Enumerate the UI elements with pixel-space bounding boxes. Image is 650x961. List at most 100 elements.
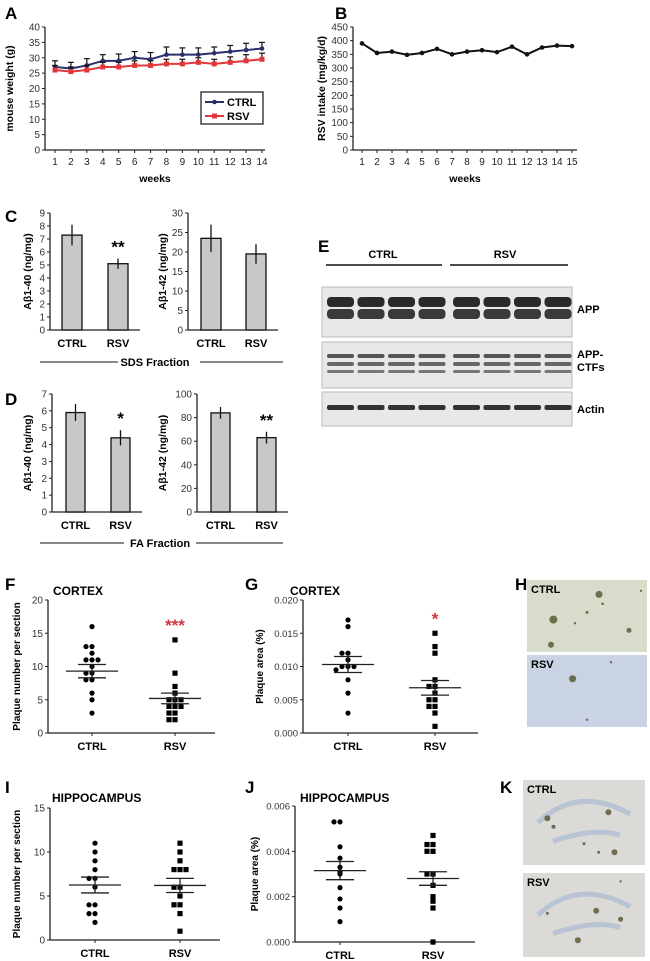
data-point-rsv <box>172 670 178 676</box>
data-point <box>554 43 560 48</box>
blot-band-ctf <box>483 354 511 358</box>
data-point-ctrl <box>92 858 98 864</box>
plaque <box>549 615 558 624</box>
blot-band-app <box>483 309 511 319</box>
x-category-label: RSV <box>107 338 130 350</box>
blot-band-actin <box>544 405 572 410</box>
data-point <box>404 52 410 58</box>
chart-title: CORTEX <box>53 584 103 598</box>
data-point-rsv <box>430 905 436 911</box>
blot-band-actin <box>483 405 511 410</box>
blot-band-app <box>327 309 354 319</box>
data-point <box>163 61 169 67</box>
data-point-ctrl <box>86 911 92 917</box>
data-point-ctrl <box>331 819 337 825</box>
x-tick-label: 12 <box>521 157 533 168</box>
data-point-ctrl <box>86 902 92 908</box>
data-point-rsv <box>432 650 438 656</box>
data-point-rsv <box>171 902 177 908</box>
y-tick-label: 350 <box>331 50 348 61</box>
y-tick-label: 50 <box>337 132 349 143</box>
y-tick-label: 6 <box>41 406 47 417</box>
y-tick-label: 5 <box>41 423 47 434</box>
data-point-ctrl <box>89 624 95 630</box>
x-tick-label: 3 <box>84 157 90 168</box>
y-tick-label: 5 <box>177 306 183 317</box>
blot-band-ctf <box>327 354 354 358</box>
y-tick-label: 100 <box>175 390 192 401</box>
y-tick-label: 0 <box>39 936 45 947</box>
plaque <box>595 590 603 598</box>
data-point-ctrl <box>345 617 351 623</box>
blot-band-ctf <box>327 362 354 366</box>
legend-marker <box>212 99 217 105</box>
data-point <box>494 49 500 55</box>
blot-band-app <box>418 297 446 307</box>
data-point-ctrl <box>92 849 98 855</box>
data-point-ctrl <box>337 819 343 825</box>
blot-band-ctf <box>483 370 511 373</box>
y-tick-label: 30 <box>29 53 41 64</box>
panel-label-G: G <box>245 575 258 594</box>
x-tick-label: 6 <box>132 157 138 168</box>
blot-band-actin <box>327 405 354 410</box>
data-point <box>68 69 74 75</box>
x-tick-label: 9 <box>180 157 186 168</box>
blot-band-app <box>453 309 480 319</box>
blot-row-label-app: APP <box>577 304 600 316</box>
legend-label: RSV <box>227 111 250 123</box>
plaque <box>585 718 589 721</box>
x-tick-label: 8 <box>164 157 170 168</box>
plaque <box>605 809 612 816</box>
fa-fraction-label: FA Fraction <box>130 538 190 550</box>
blot-band-ctf <box>418 354 446 358</box>
x-tick-label: 7 <box>148 157 154 168</box>
x-category-label: RSV <box>164 741 187 753</box>
data-point-ctrl <box>337 919 343 925</box>
blot-band-app <box>453 297 480 307</box>
y-tick-label: 10 <box>34 848 46 859</box>
data-point-ctrl <box>92 911 98 917</box>
dentate-gyrus-outline <box>552 922 621 936</box>
data-point-rsv <box>172 637 178 643</box>
data-point <box>179 61 185 67</box>
blot-band-app <box>483 297 511 307</box>
data-point-rsv <box>432 630 438 636</box>
y-tick-label: 20 <box>181 484 193 495</box>
y-axis-label: Aβ1-42 (ng/mg) <box>157 415 169 491</box>
y-axis-label: Plaque number per section <box>12 810 23 938</box>
data-point-ctrl <box>83 657 89 663</box>
y-tick-label: 2 <box>41 474 47 485</box>
data-point-rsv <box>171 867 177 873</box>
x-category-label: RSV <box>422 950 445 961</box>
y-tick-label: 0 <box>342 146 348 157</box>
blot-row-label-line: APP- <box>577 349 604 361</box>
x-tick-label: 10 <box>491 157 503 168</box>
data-point-ctrl <box>337 844 343 850</box>
y-tick-label: 5 <box>34 130 40 141</box>
data-point <box>259 46 265 51</box>
y-axis-label: Plaque area (%) <box>250 837 261 911</box>
panel-label-K: K <box>500 778 513 797</box>
data-point-ctrl <box>333 667 339 673</box>
blot-band-ctf <box>453 354 480 358</box>
blot-band-ctf <box>388 370 415 373</box>
hippocampus-outline <box>536 891 632 917</box>
plaque <box>545 911 549 915</box>
data-point-ctrl <box>83 670 89 676</box>
data-point-ctrl <box>89 643 95 650</box>
sds-fraction-label: SDS Fraction <box>120 357 189 369</box>
panel-label-B: B <box>335 4 347 23</box>
data-point <box>243 58 249 64</box>
plaque <box>574 937 581 944</box>
y-tick-label: 450 <box>331 23 348 34</box>
x-tick-label: 2 <box>374 157 380 168</box>
x-category-label: RSV <box>109 520 132 532</box>
legend-marker <box>212 113 217 119</box>
y-tick-label: 6 <box>39 248 45 259</box>
blot-band-app <box>418 309 446 319</box>
blot-header-ctrl: CTRL <box>368 249 398 261</box>
data-point <box>132 55 137 61</box>
blot-band-ctf <box>453 362 480 366</box>
y-tick-label: 15 <box>34 804 46 815</box>
